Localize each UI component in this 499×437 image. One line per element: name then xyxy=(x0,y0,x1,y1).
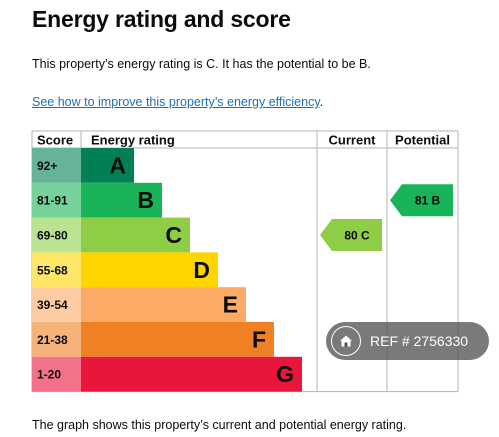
current-rating-arrow xyxy=(320,219,382,251)
footer-text: The graph shows this property’s current … xyxy=(32,418,407,432)
page-title: Energy rating and score xyxy=(32,6,291,32)
rating-letter-b: B xyxy=(137,187,154,213)
home-icon xyxy=(331,326,361,356)
score-cell-c xyxy=(32,217,81,253)
score-label-d: 55-68 xyxy=(37,263,68,277)
rating-bar-b xyxy=(81,182,162,218)
rating-letter-g: G xyxy=(276,361,294,387)
rating-bar-c xyxy=(81,217,190,253)
score-label-b: 81-91 xyxy=(37,194,68,208)
rating-bar-a xyxy=(81,148,134,183)
rating-letter-e: E xyxy=(223,292,238,318)
reference-watermark: REF # 2756330 xyxy=(326,322,489,360)
energy-rating-chart: Score Energy rating Current Potential 92+ A 81… xyxy=(31,130,459,393)
rating-bar-e xyxy=(81,287,246,322)
score-cell-g xyxy=(32,356,81,392)
header-energy-rating: Energy rating xyxy=(91,133,175,148)
header-current: Current xyxy=(329,133,377,148)
rating-bar-f xyxy=(81,322,274,357)
improve-efficiency-link[interactable]: See how to improve this property’s energ… xyxy=(32,95,320,109)
intro-text: This property’s energy rating is C. It h… xyxy=(32,57,371,71)
rating-letter-d: D xyxy=(193,257,210,283)
rating-letter-f: F xyxy=(252,326,266,352)
score-cell-b xyxy=(32,182,81,218)
header-potential: Potential xyxy=(395,133,450,148)
potential-rating-label: 81 B xyxy=(415,194,441,208)
score-label-c: 69-80 xyxy=(37,229,68,243)
score-cell-e xyxy=(32,287,81,322)
score-cell-f xyxy=(32,322,81,357)
rating-letter-c: C xyxy=(165,222,182,248)
rating-bar-d xyxy=(81,252,218,288)
potential-rating-arrow xyxy=(390,184,453,217)
score-label-e: 39-54 xyxy=(37,298,68,312)
score-cell-a xyxy=(32,148,81,183)
improve-link-line: See how to improve this property’s energ… xyxy=(32,95,323,109)
score-label-g: 1-20 xyxy=(37,368,61,382)
score-label-f: 21-38 xyxy=(37,333,68,347)
score-cell-d xyxy=(32,252,81,288)
rating-letter-a: A xyxy=(109,152,126,178)
rating-bar-g xyxy=(81,356,302,392)
link-period: . xyxy=(319,95,324,109)
score-label-a: 92+ xyxy=(37,159,57,173)
header-score: Score xyxy=(37,133,73,148)
current-rating-label: 80 C xyxy=(344,229,370,243)
reference-text: REF # 2756330 xyxy=(370,333,469,349)
